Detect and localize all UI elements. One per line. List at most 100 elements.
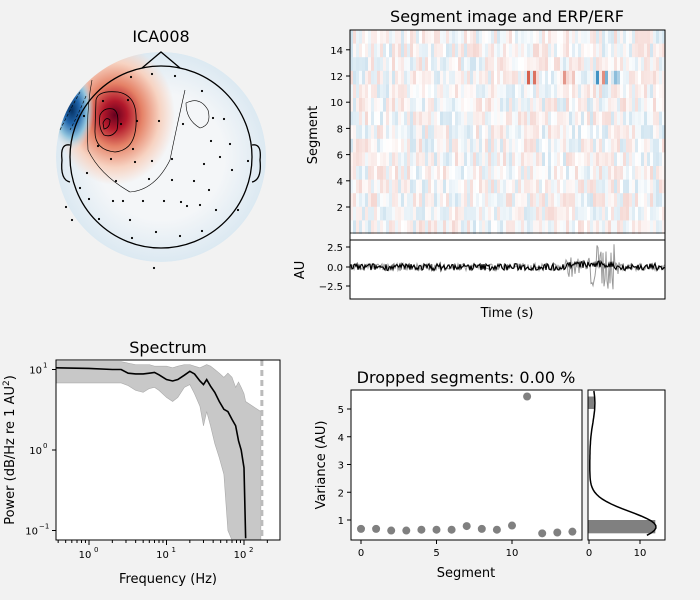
segment-image-cell <box>659 111 662 126</box>
segment-image-cell <box>386 70 389 85</box>
segment-image-cell <box>530 193 533 207</box>
segment-image-cell <box>470 152 473 166</box>
segment-image-cell <box>638 71 641 85</box>
segment-image-cell <box>629 30 632 44</box>
segment-image-cell <box>395 206 398 221</box>
segment-image-cell <box>647 70 650 85</box>
segment-image-cell <box>614 206 617 221</box>
segment-image-cell <box>533 111 536 126</box>
segment-image-cell <box>425 125 428 139</box>
histogram-bars <box>588 396 656 534</box>
sensor-dot <box>179 200 183 204</box>
segment-image-cell <box>533 70 536 85</box>
segment-image-cell <box>359 70 362 85</box>
segment-image-cell <box>503 179 506 194</box>
segment-image-cell <box>659 30 662 44</box>
segment-image-cell <box>491 98 494 112</box>
segment-image-cell <box>629 180 632 194</box>
segment-image-cell <box>488 111 491 126</box>
segment-image-cell <box>560 111 563 126</box>
segment-image-cell <box>557 206 560 221</box>
segment-image-cell <box>458 220 461 234</box>
segment-image-cell <box>608 84 611 98</box>
segment-image-cell <box>431 220 434 234</box>
segment-image-cell <box>404 138 407 153</box>
segment-image-cell <box>569 220 572 234</box>
segment-image-cell <box>578 138 581 153</box>
segment-ytick-label: 4 <box>337 177 343 188</box>
segment-image-cell <box>638 152 641 166</box>
segment-image-cell <box>554 70 557 85</box>
segment-image-cell <box>539 125 542 139</box>
segment-image-cell <box>500 70 503 85</box>
segment-image-cell <box>437 84 440 98</box>
segment-image-cell <box>413 70 416 85</box>
variance-point <box>447 525 456 534</box>
segment-image-cell <box>479 166 482 180</box>
segment-image-cell <box>521 43 524 58</box>
segment-image-cell <box>581 98 584 112</box>
sensor-dot <box>173 74 177 78</box>
segment-image-cell <box>650 152 653 166</box>
segment-image-cell <box>656 138 659 153</box>
segment-image-cell <box>641 179 644 194</box>
segment-image-cell <box>545 84 548 98</box>
segment-image-cell <box>485 152 488 166</box>
segment-image-cell <box>581 166 584 180</box>
segment-image-cell <box>623 70 626 85</box>
segment-image-cell <box>575 138 578 153</box>
segment-image-cell <box>611 98 614 112</box>
segment-image-cell <box>488 138 491 153</box>
segment-image-cell <box>560 193 563 207</box>
segment-image-cell <box>515 179 518 194</box>
segment-image-cell <box>539 206 542 221</box>
segment-image-cell <box>626 179 629 194</box>
segment-image-cell <box>647 207 650 221</box>
segment-image-cell <box>545 220 548 234</box>
segment-image-cell <box>578 98 581 112</box>
segment-image-cell <box>401 166 404 180</box>
segment-image-cell <box>659 179 662 194</box>
segment-image-cell <box>650 206 653 221</box>
segment-image-cell <box>368 70 371 85</box>
segment-image-cell <box>368 98 371 112</box>
segment-image-cell <box>398 206 401 221</box>
segment-image-cell <box>641 220 644 234</box>
segment-image-cell <box>587 166 590 180</box>
segment-image-cell <box>545 166 548 180</box>
segment-image-cell <box>572 152 575 166</box>
segment-image-cell <box>386 206 389 221</box>
segment-image-cell <box>365 179 368 194</box>
segment-image-cell <box>560 125 563 139</box>
segment-image-cell <box>455 166 458 180</box>
segment-image-cell <box>524 138 527 153</box>
segment-image-cell <box>629 138 632 153</box>
segment-image-cell <box>590 111 593 126</box>
variance-point <box>432 525 441 534</box>
segment-image-cell <box>611 70 614 85</box>
segment-image-cell <box>608 98 611 112</box>
segment-image-cell <box>617 193 620 207</box>
segment-image-cell <box>617 70 620 85</box>
segment-image-cell <box>632 220 635 234</box>
segment-image-cell <box>500 111 503 126</box>
segment-image-cell <box>653 30 656 44</box>
topomap-contour <box>185 100 210 129</box>
segment-ytick-label: 2 <box>337 203 343 214</box>
segment-image-cell <box>383 57 386 71</box>
segment-image-cell <box>377 57 380 71</box>
segment-image-cell <box>350 70 353 85</box>
segment-image-cell <box>581 206 584 221</box>
segment-image-cell <box>413 193 416 207</box>
segment-image-cell <box>659 152 662 166</box>
sensor-dot <box>236 208 240 212</box>
segment-image-cell <box>488 57 491 71</box>
segment-image-cell <box>569 70 572 85</box>
segment-image-cell <box>527 43 530 58</box>
segment-image-cell <box>569 166 572 180</box>
segment-ylabel: Segment <box>306 106 321 165</box>
segment-image-cell <box>500 98 503 112</box>
segment-image-cell <box>386 98 389 112</box>
segment-image-cell <box>350 166 353 180</box>
segment-image-cell <box>662 30 665 44</box>
